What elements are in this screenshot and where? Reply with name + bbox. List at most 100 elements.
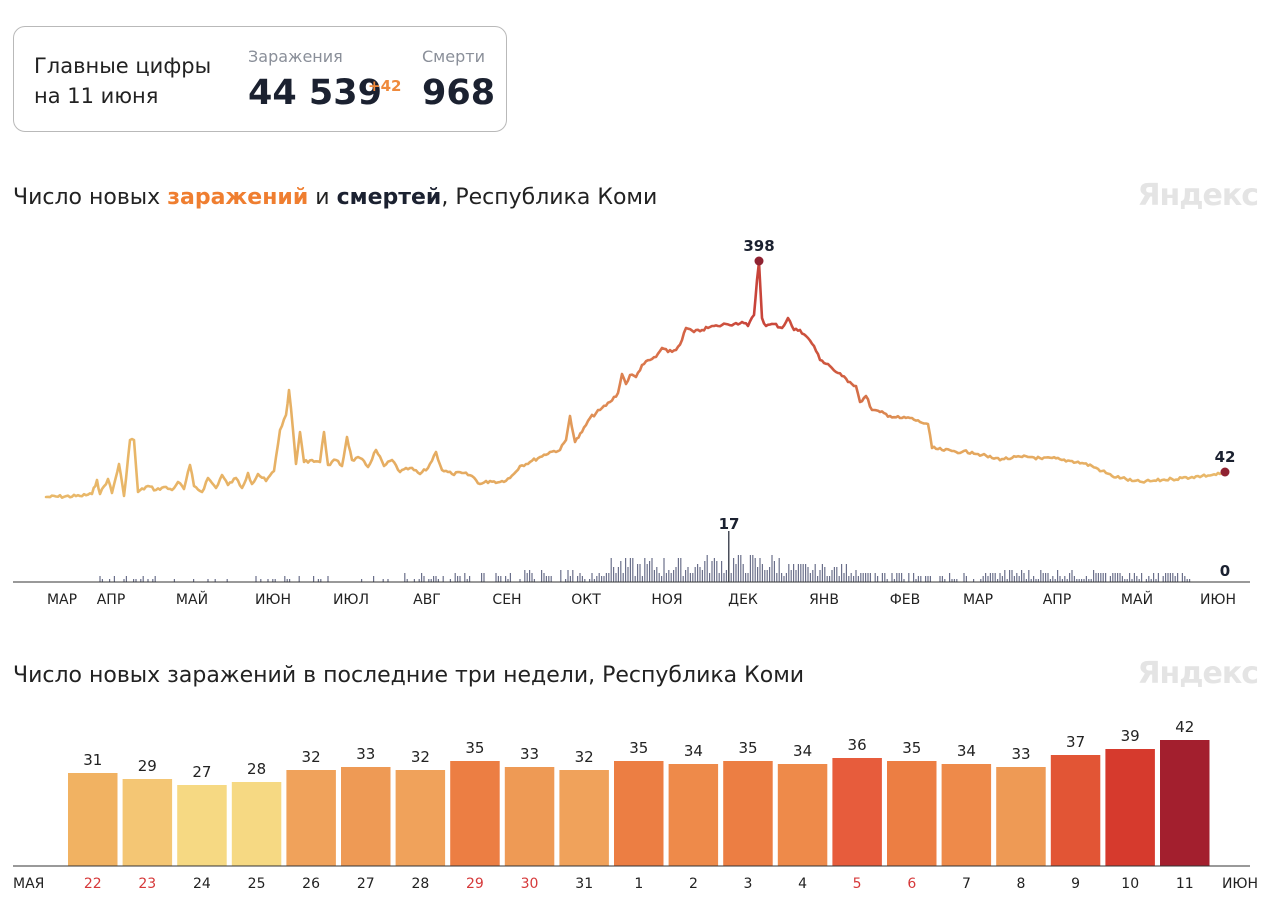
bar-day-26 — [286, 770, 336, 866]
day-label: 3 — [744, 876, 753, 892]
bar-value-label: 33 — [520, 745, 539, 763]
month-label: ОКТ — [571, 592, 601, 608]
deaths-last-label: 0 — [1220, 562, 1230, 580]
month-labels: МАР АПР МАЙ ИЮН ИЮЛ АВГ СЕН ОКТ НОЯ ДЕК ЯНВ ФЕВ МАР А… — [47, 590, 1236, 608]
month-label: МАЙ — [176, 590, 208, 608]
bar-value-label: 35 — [738, 739, 757, 757]
day-label: 26 — [302, 876, 320, 892]
day-label: 4 — [798, 876, 807, 892]
month-label: НОЯ — [651, 592, 682, 608]
day-label: 1 — [634, 876, 643, 892]
infections-label: Заражения — [248, 47, 343, 66]
deaths-bars — [99, 531, 1191, 582]
day-label: 28 — [411, 876, 429, 892]
bar-day-8 — [996, 767, 1046, 866]
bar-day-2 — [668, 764, 719, 866]
peak-marker — [754, 256, 764, 266]
month-label: ЯНВ — [809, 592, 839, 608]
day-label: 24 — [193, 876, 211, 892]
bar-value-label: 28 — [247, 760, 266, 778]
bar-value-label: 32 — [575, 748, 594, 766]
month-label: ФЕВ — [890, 592, 921, 608]
chart2-title: Число новых заражений в последние три не… — [13, 663, 805, 688]
month-label: ДЕК — [728, 592, 758, 608]
three-weeks-bar-chart: 3122292327242825322633273228352933303231… — [13, 718, 1258, 892]
infections-value: 44 539 — [248, 73, 382, 113]
day-label: 27 — [357, 876, 375, 892]
month-label: МАР — [47, 592, 77, 608]
bars: 3122292327242825322633273228352933303231… — [68, 718, 1210, 892]
bar-value-label: 39 — [1121, 727, 1140, 745]
chart1-title-part3: , Республика Коми — [441, 185, 658, 210]
day-label: 31 — [575, 876, 593, 892]
bar-day-29 — [450, 761, 500, 866]
peak-label: 398 — [743, 237, 774, 255]
bar-value-label: 42 — [1175, 718, 1194, 736]
bar-day-7 — [941, 764, 992, 866]
day-label: 2 — [689, 876, 698, 892]
bar-day-6 — [887, 761, 937, 866]
month-label: АПР — [1043, 592, 1072, 608]
day-label: 7 — [962, 876, 971, 892]
bar-day-5 — [832, 758, 882, 866]
month-label: ИЮН — [1200, 592, 1236, 608]
day-label: 25 — [248, 876, 266, 892]
summary-title-line2: на 11 июня — [34, 84, 159, 108]
day-label: 5 — [853, 876, 862, 892]
bar-day-28 — [395, 770, 446, 866]
summary-card: Главные цифры на 11 июня Заражения 44 53… — [13, 26, 507, 132]
bar-value-label: 34 — [957, 742, 976, 760]
last-label: 42 — [1215, 448, 1236, 466]
bar-value-label: 37 — [1066, 733, 1085, 751]
bar-day-11 — [1160, 740, 1210, 866]
bar-value-label: 32 — [411, 748, 430, 766]
bar-day-27 — [341, 767, 391, 866]
bar-value-label: 33 — [356, 745, 375, 763]
yandex-watermark-2: Яндекс — [1137, 656, 1259, 691]
bar-day-4 — [777, 764, 828, 866]
day-label: 23 — [138, 876, 156, 892]
bar-value-label: 35 — [629, 739, 648, 757]
bar-value-label: 35 — [902, 739, 921, 757]
bar-value-label: 27 — [192, 763, 211, 781]
day-label: 29 — [466, 876, 484, 892]
day-label: 30 — [521, 876, 539, 892]
bar-value-label: 31 — [83, 751, 102, 769]
bar-day-23 — [122, 779, 173, 866]
month-label: ИЮН — [255, 592, 291, 608]
month-label: АВГ — [413, 592, 441, 608]
bar-value-label: 33 — [1011, 745, 1030, 763]
bar-day-22 — [68, 773, 118, 866]
chart1-title-deaths: смертей — [336, 185, 442, 210]
day-label: 22 — [84, 876, 102, 892]
month-label: СЕН — [492, 592, 521, 608]
left-month-label: МАЯ — [13, 876, 44, 892]
last-marker — [1220, 467, 1230, 477]
bar-value-label: 29 — [138, 757, 157, 775]
bar-day-1 — [614, 761, 664, 866]
chart1-title-part1: Число новых — [13, 185, 168, 210]
day-label: 10 — [1121, 876, 1139, 892]
infections-deaths-chart: 398 42 17 0 МАР АПР МАЙ ИЮН ИЮЛ АВГ СЕН ОКТ НОЯ Д… — [13, 237, 1250, 608]
bar-day-3 — [723, 761, 773, 866]
bar-day-10 — [1105, 749, 1155, 866]
chart1-title: Число новых заражений и смертей, Республ… — [13, 185, 657, 210]
yandex-watermark-1: Яндекс — [1137, 178, 1259, 213]
deaths-peak-label: 17 — [719, 515, 740, 533]
summary-title-line1: Главные цифры — [34, 54, 212, 78]
right-month-label: ИЮН — [1222, 876, 1258, 892]
bar-value-label: 35 — [465, 739, 484, 757]
day-label: 11 — [1176, 876, 1194, 892]
bar-day-31 — [559, 770, 609, 866]
bar-value-label: 34 — [793, 742, 812, 760]
chart1-title-part2: и — [308, 185, 337, 210]
summary-title: Главные цифры на 11 июня — [34, 51, 211, 111]
bar-day-9 — [1050, 755, 1101, 866]
bar-day-24 — [177, 785, 227, 866]
day-label: 9 — [1071, 876, 1080, 892]
bar-value-label: 36 — [848, 736, 867, 754]
bar-value-label: 32 — [302, 748, 321, 766]
day-label: 8 — [1017, 876, 1026, 892]
infections-delta: +42 — [368, 77, 402, 95]
chart1-title-infections: заражений — [167, 185, 309, 210]
